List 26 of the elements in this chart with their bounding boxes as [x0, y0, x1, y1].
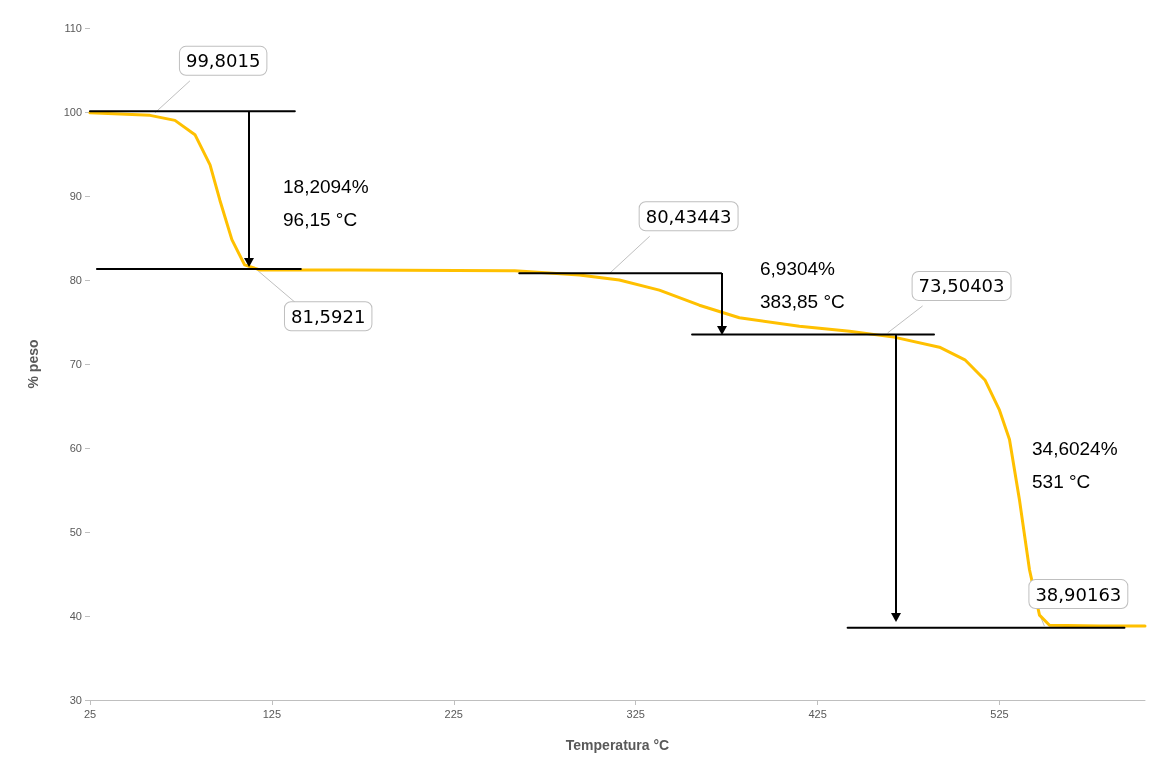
annotation: 34,6024% 531 °C — [1032, 438, 1118, 492]
y-tick-label: 110 — [64, 22, 82, 34]
x-tick-label: 125 — [262, 707, 282, 720]
y-tick-label: 30 — [69, 694, 82, 706]
x-tick-label: 225 — [444, 707, 463, 720]
x-axis-title: Temperatura °C — [565, 737, 670, 753]
y-tick-label: 40 — [69, 610, 82, 622]
annotation: 81,5921 — [290, 305, 366, 327]
x-tick-label: 325 — [626, 707, 645, 720]
y-tick-label: 100 — [63, 106, 82, 118]
y-tick-label: 50 — [69, 526, 82, 538]
annotation: 80,43443 — [645, 205, 732, 227]
y-tick-label: 60 — [69, 442, 82, 454]
x-tick-label: 425 — [808, 707, 827, 720]
y-tick-label: 90 — [69, 190, 82, 202]
annotation: 73,50403 — [918, 275, 1005, 297]
y-tick-label: 70 — [69, 358, 82, 370]
annotation: 18,2094% 96,15 °C — [283, 176, 369, 230]
x-tick-label: 25 — [83, 707, 97, 720]
y-tick-label: 80 — [69, 274, 82, 286]
line-series — [88, 111, 1147, 628]
annotation: 38,90163 — [1035, 583, 1122, 605]
annotation: 6,9304% 383,85 °C — [760, 258, 845, 312]
y-axis-title: % peso — [25, 339, 41, 389]
annotation: 99,8015 — [185, 50, 261, 72]
x-tick-label: 525 — [990, 707, 1009, 720]
